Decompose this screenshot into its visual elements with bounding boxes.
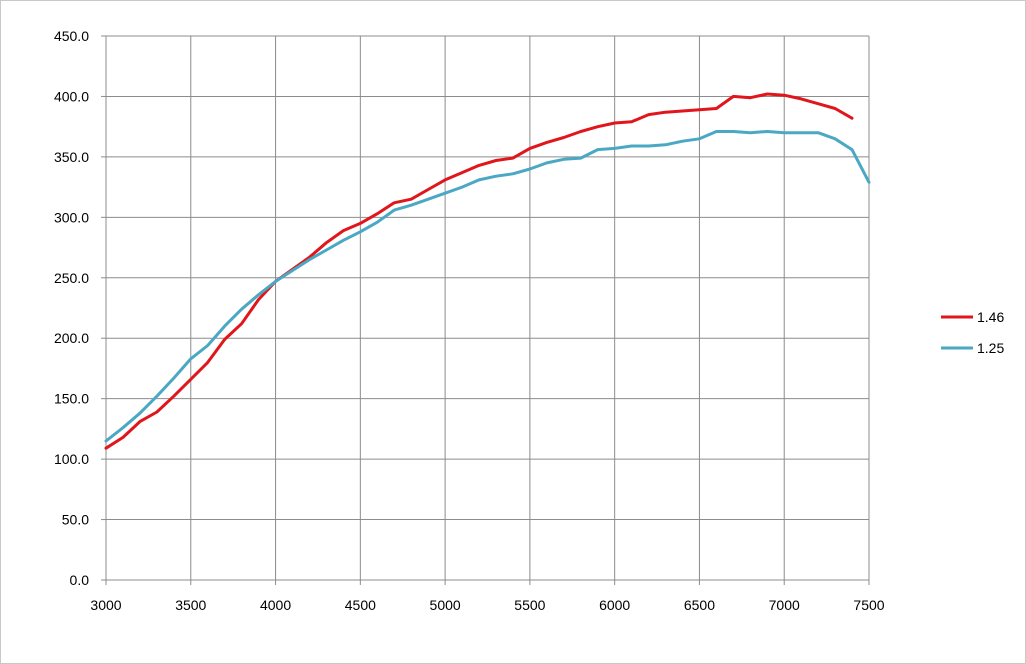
- y-axis-tick-labels: 0.0 50.0 100.0 150.0 200.0 250.0 300.0 350.0 400…: [54, 28, 89, 588]
- x-tick-label: 6000: [599, 597, 630, 613]
- series-line-1.25: [104, 130, 871, 443]
- series-line-1.46: [104, 92, 854, 450]
- legend-label-1.25: 1.25: [977, 340, 1004, 356]
- y-tick-label: 450.0: [54, 28, 89, 44]
- x-tick-label: 3500: [175, 597, 206, 613]
- y-tick-label: 150.0: [54, 391, 89, 407]
- x-tick-label: 4500: [345, 597, 376, 613]
- legend-label-1.46: 1.46: [977, 309, 1004, 325]
- x-tick-label: 3000: [90, 597, 121, 613]
- x-axis-tick-labels: 3000 3500 4000 4500 5000 5500 6000 6500 7000 7500: [90, 597, 884, 613]
- x-tick-label: 6500: [684, 597, 715, 613]
- x-tick-label: 4000: [260, 597, 291, 613]
- y-tick-label: 250.0: [54, 270, 89, 286]
- y-tick-label: 350.0: [54, 149, 89, 165]
- legend: 1.46 1.25: [941, 309, 1004, 356]
- series-lines: [104, 92, 871, 450]
- x-tick-label: 7000: [769, 597, 800, 613]
- y-tick-label: 300.0: [54, 209, 89, 225]
- x-tick-label: 7500: [853, 597, 884, 613]
- x-tick-label: 5500: [514, 597, 545, 613]
- y-tick-label: 200.0: [54, 330, 89, 346]
- gridlines: [101, 35, 870, 585]
- y-tick-label: 0.0: [70, 572, 90, 588]
- y-tick-label: 400.0: [54, 88, 89, 104]
- y-tick-label: 50.0: [62, 512, 89, 528]
- x-tick-label: 5000: [430, 597, 461, 613]
- y-tick-label: 100.0: [54, 451, 89, 467]
